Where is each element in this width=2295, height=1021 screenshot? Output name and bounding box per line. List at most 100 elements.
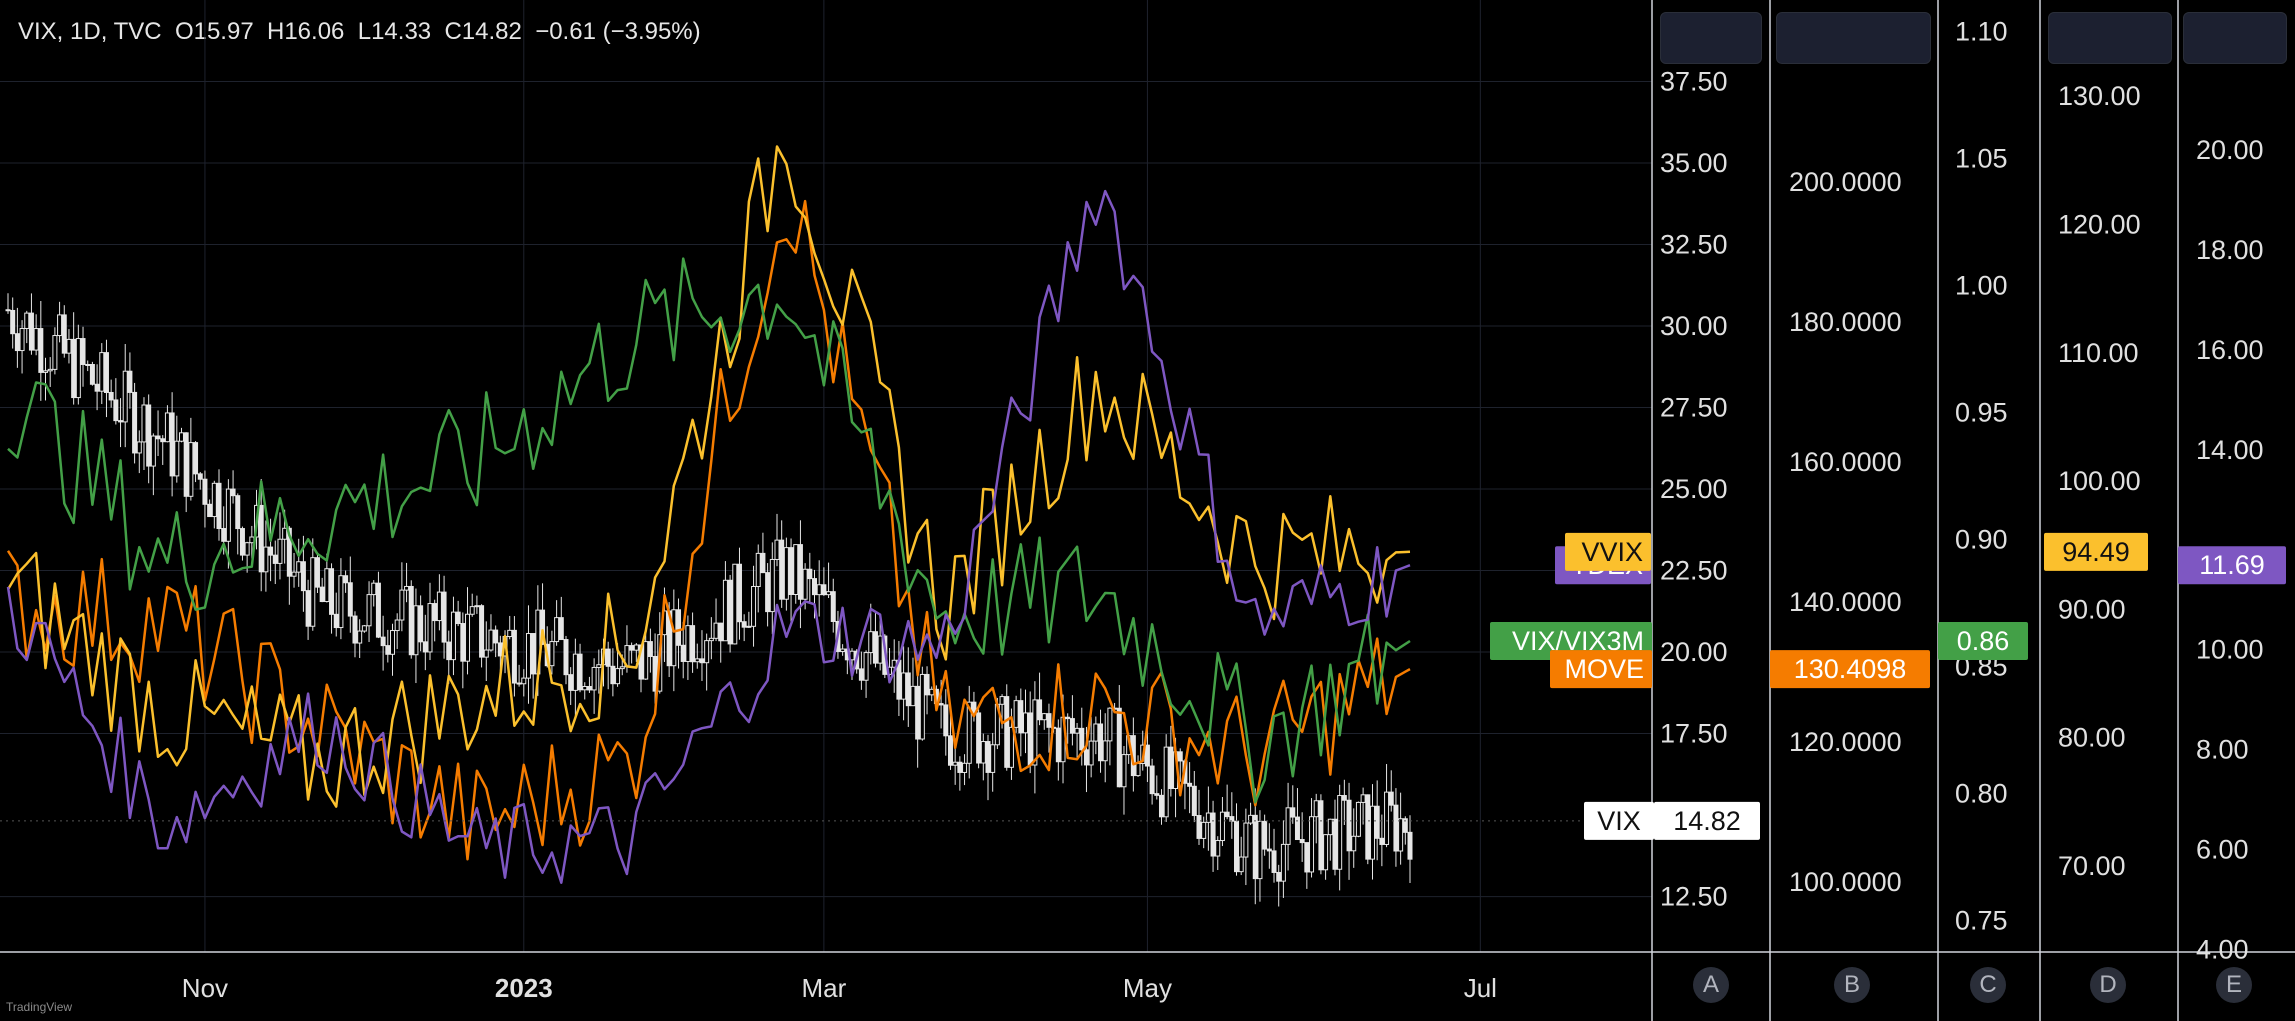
vix-candle	[1379, 837, 1385, 845]
vix-candle	[905, 672, 911, 707]
vix-candle	[680, 644, 686, 662]
x-tick-label: 2023	[495, 973, 553, 1003]
vix-candle	[188, 442, 194, 497]
vix-candle	[699, 658, 705, 664]
vix-candle	[249, 536, 255, 544]
vix-candle	[1154, 793, 1160, 796]
y-tick-label: 27.50	[1660, 393, 1728, 423]
vix-candle	[821, 584, 827, 596]
vix-candle	[971, 701, 977, 714]
vix-candle	[174, 440, 180, 477]
vix-candle	[319, 586, 325, 603]
vix-candle	[19, 327, 25, 352]
vix-candle	[282, 527, 288, 540]
y-tick-label: 100.00	[2058, 466, 2141, 496]
vix-candle	[830, 591, 836, 622]
vix-candle	[1318, 800, 1324, 871]
vix-candle	[1187, 782, 1193, 787]
vix-candle	[207, 503, 213, 518]
vix-candle	[169, 412, 175, 477]
vix-candle	[1388, 791, 1394, 806]
vix-candle	[155, 435, 161, 440]
vix-candle	[71, 338, 77, 399]
vix-candle	[807, 568, 813, 580]
vix-candle	[75, 338, 81, 399]
vix-candle	[164, 412, 170, 443]
y-tick-label: 1.00	[1955, 271, 2008, 301]
vix-candle	[643, 641, 649, 680]
y-tick-label: 120.0000	[1789, 727, 1902, 757]
vix-candle	[488, 629, 494, 651]
axis-letter-a[interactable]: A	[1693, 967, 1729, 1003]
vix-candle	[193, 442, 199, 475]
vix-candle	[1144, 744, 1150, 767]
vix-candle	[263, 546, 269, 573]
vix-candle	[877, 635, 883, 664]
vix-candle	[211, 482, 217, 518]
vix-candle	[436, 591, 442, 622]
scale-button-b[interactable]	[1776, 12, 1931, 64]
vix-candle	[1294, 816, 1300, 841]
vix-candle	[338, 575, 344, 629]
vix-candle	[1224, 811, 1230, 818]
vix-candle	[1065, 716, 1071, 720]
vix-vix3m-line	[7, 257, 1411, 804]
axis-letter-b[interactable]: B	[1834, 967, 1870, 1003]
vix-candle	[103, 352, 109, 393]
y-tick-label: 80.00	[2058, 723, 2126, 753]
vix-candle	[1355, 801, 1361, 837]
y-tick-label: 100.0000	[1789, 867, 1902, 897]
scale-button-a[interactable]	[1660, 12, 1762, 64]
vix-candle	[999, 696, 1005, 705]
vix-candle	[755, 552, 761, 587]
vix-candle	[1163, 746, 1169, 818]
vix-candle	[797, 544, 803, 600]
vix-candle	[746, 625, 752, 628]
vix-candle	[1398, 818, 1404, 852]
axis-letter-e[interactable]: E	[2216, 967, 2252, 1003]
vix-candle	[14, 333, 20, 352]
vix-candle	[812, 578, 818, 596]
vix-candle	[394, 619, 400, 632]
vix-candle	[202, 478, 208, 505]
vix-candle	[1402, 818, 1408, 833]
vix-candle	[610, 665, 616, 685]
axis-letter-d[interactable]: D	[2090, 967, 2126, 1003]
move-value-badge-bg	[1770, 650, 1930, 689]
vix-candle	[33, 328, 39, 351]
vix-candle	[788, 547, 794, 595]
vix-candle	[943, 704, 949, 737]
vix-candle	[375, 582, 381, 638]
vix-candle	[826, 591, 832, 596]
vix-candle	[582, 686, 588, 691]
vix-candle	[676, 609, 682, 646]
vix-candle	[310, 557, 316, 627]
vix-candle	[80, 338, 86, 365]
vix-candle	[1309, 816, 1315, 873]
y-tick-label: 22.50	[1660, 556, 1728, 586]
vix-candle	[605, 648, 611, 667]
vix-candle	[901, 672, 907, 700]
vix-candle	[1346, 799, 1352, 852]
vix-candle	[910, 685, 916, 707]
vix-candle	[1201, 821, 1207, 839]
vix-candle	[868, 631, 874, 654]
axis-letter-c[interactable]: C	[1970, 967, 2006, 1003]
vix-candle	[38, 328, 44, 373]
scale-button-d[interactable]	[2048, 12, 2172, 64]
vix-candle	[1271, 850, 1277, 873]
vix-candle	[347, 582, 353, 617]
scale-button-e[interactable]	[2183, 12, 2287, 64]
vix-candle	[150, 435, 156, 467]
vix-candle	[962, 762, 968, 773]
vix-candle	[122, 370, 128, 423]
vix-candle	[872, 631, 878, 664]
vix-candle	[779, 539, 785, 600]
vix-candle	[432, 603, 438, 622]
vix-candle	[146, 404, 152, 467]
vix-candle	[1018, 700, 1024, 734]
y-tick-label: 0.90	[1955, 524, 2008, 554]
vix-candle	[408, 585, 414, 656]
vix-candle	[1252, 814, 1258, 880]
